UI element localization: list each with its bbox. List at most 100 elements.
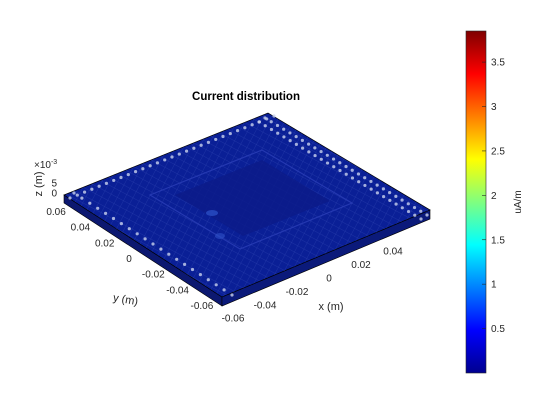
x-tick-label: 0.02 (351, 260, 371, 271)
y-tick-label: -0.06 (191, 301, 214, 312)
mesh-dot (388, 191, 392, 195)
mesh-dot (294, 142, 298, 146)
mesh-dot (350, 168, 354, 172)
mesh-dot (400, 206, 404, 210)
mesh-dot (206, 140, 211, 144)
mesh-dot (382, 195, 386, 199)
mesh-dot (394, 194, 398, 198)
mesh-dot (313, 153, 317, 158)
x-tick-label: -0.04 (254, 300, 277, 311)
feed-point-highlight (215, 233, 225, 239)
mesh-dot (90, 187, 94, 191)
edge-mesh-dots (68, 114, 429, 297)
mesh-dot (275, 123, 280, 128)
colorbar-tick-label: 1 (491, 280, 497, 291)
mesh-dot (419, 217, 423, 221)
y-tick-label: 0 (126, 254, 132, 265)
z-axis-label: z (m) (33, 171, 45, 196)
colorbar-ticks: 0.5 1 1.5 2 2.5 3 3.5 (482, 58, 505, 335)
mesh-dot (155, 161, 160, 165)
mesh-dot (222, 288, 226, 292)
mesh-dot (369, 187, 373, 191)
mesh-dot (104, 181, 109, 185)
mesh-dot (319, 157, 323, 161)
colorbar-tick-label: 0.5 (491, 324, 505, 335)
z-axis-exponent: ×10-3 (34, 159, 57, 171)
mesh-dot (230, 293, 234, 297)
mesh-dot (400, 198, 404, 202)
colorbar-tick-label: 1.5 (491, 235, 505, 246)
mesh-dot (294, 135, 298, 139)
mesh-dot (148, 164, 152, 168)
colorbar-tick-label: 2.5 (491, 146, 505, 157)
mesh-dot (143, 237, 147, 241)
mesh-dot (325, 153, 329, 157)
mesh-dot (276, 131, 280, 135)
mesh-dot (357, 180, 361, 184)
colorbar-tick-label: 2 (491, 191, 497, 202)
mesh-dot (199, 143, 203, 147)
mesh-dot (151, 242, 155, 246)
mesh-dot (235, 129, 240, 133)
mesh-dot (127, 227, 131, 231)
mesh-dot (104, 211, 108, 215)
mesh-dot (126, 172, 130, 177)
mesh-dot (111, 216, 116, 221)
mesh-dot (269, 127, 274, 132)
mesh-dot (97, 184, 101, 188)
mesh-dot (331, 157, 336, 161)
mesh-dot (198, 273, 202, 277)
mesh-dot (301, 146, 305, 150)
feed-point-highlight (206, 210, 218, 216)
mesh-dot (412, 205, 417, 210)
mesh-dot (394, 202, 398, 206)
x-axis-ticks: -0.06 -0.04 -0.02 0 0.02 0.04 (222, 247, 404, 325)
mesh-dot (344, 172, 348, 176)
mesh-dot (167, 252, 171, 256)
mesh-dot (206, 278, 210, 282)
mesh-dot (192, 146, 196, 150)
mesh-dot (406, 202, 410, 206)
colorbar-label: uA/m (513, 190, 524, 213)
mesh-dot (344, 164, 348, 169)
y-axis-ticks: -0.06-0.04-0.02 0 0.02 0.04 0.06 (46, 207, 213, 312)
x-axis-label: x (m) (318, 301, 343, 313)
mesh-dot (375, 183, 379, 187)
y-axis-label: y (m) (112, 292, 139, 308)
mesh-dot (177, 152, 181, 156)
x-tick-label: 0.04 (383, 247, 403, 258)
chart-title: Current distribution (192, 91, 300, 103)
mesh-dot (406, 209, 411, 214)
mesh-dot (369, 179, 373, 184)
mesh-dot (214, 137, 218, 142)
mesh-dot (269, 120, 273, 124)
mesh-dot (338, 168, 342, 173)
mesh-dot (183, 262, 187, 266)
y-tick-label: -0.04 (166, 285, 189, 296)
mesh-dot (272, 114, 276, 118)
x-tick-label: 0 (326, 274, 332, 285)
mesh-dot (228, 131, 232, 136)
mesh-dot (413, 213, 417, 217)
x-tick-label: -0.02 (286, 287, 309, 298)
mesh-dot (319, 149, 323, 154)
mesh-dot (221, 134, 225, 139)
mesh-dot (112, 178, 116, 183)
mesh-dot (82, 190, 87, 194)
mesh-dot (425, 213, 429, 217)
mesh-dot (282, 135, 286, 139)
x-tick-label: -0.06 (222, 314, 245, 325)
mesh-dot (119, 222, 123, 226)
mesh-dot (135, 232, 139, 236)
mesh-dot (250, 123, 254, 127)
mesh-dot (338, 161, 342, 165)
mesh-dot (307, 150, 311, 154)
mesh-dot (159, 247, 163, 251)
mesh-dot (381, 187, 385, 191)
mesh-dot (190, 267, 195, 272)
colorbar-gradient (465, 30, 487, 374)
z-tick-label: 5 (51, 179, 57, 190)
colorbar: 0.5 1 1.5 2 2.5 3 3.5 uA/m (465, 30, 524, 374)
mesh-dot (257, 120, 262, 124)
